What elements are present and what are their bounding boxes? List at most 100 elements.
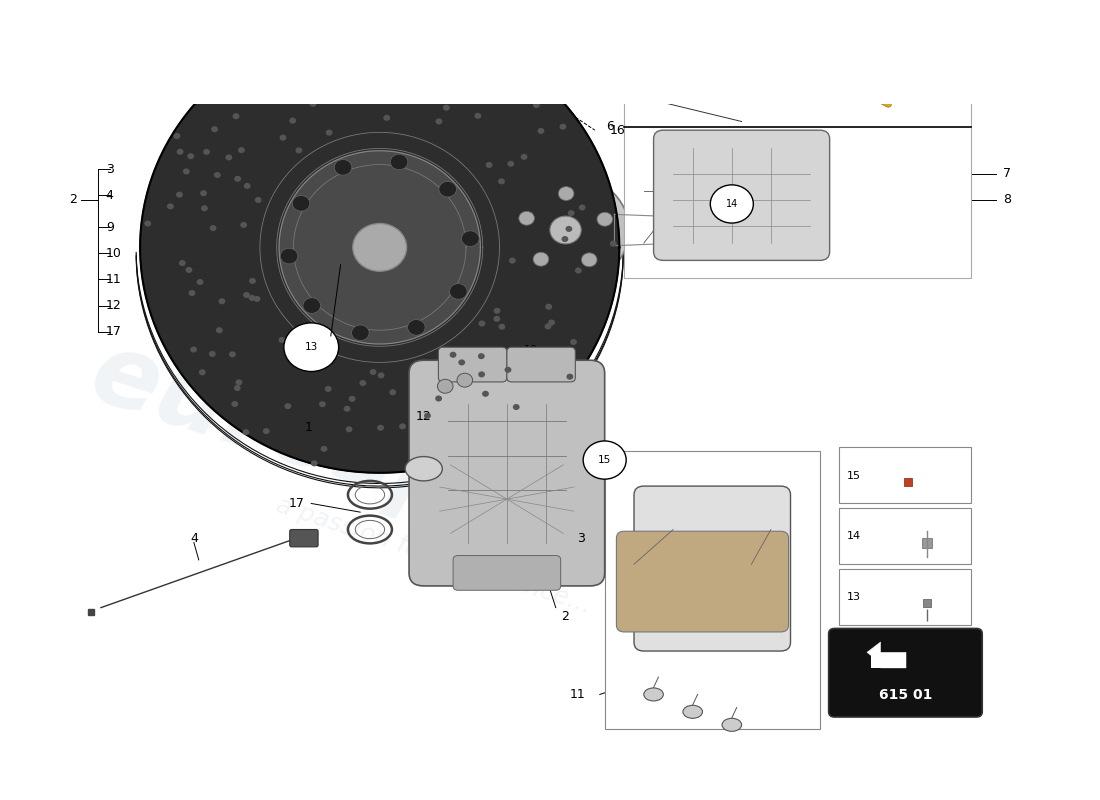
Ellipse shape bbox=[340, 96, 348, 102]
Ellipse shape bbox=[477, 353, 485, 359]
Text: 9: 9 bbox=[106, 221, 113, 234]
Ellipse shape bbox=[474, 113, 482, 119]
Circle shape bbox=[559, 186, 574, 201]
Text: 13: 13 bbox=[847, 592, 861, 602]
Ellipse shape bbox=[244, 183, 251, 189]
FancyBboxPatch shape bbox=[616, 531, 789, 632]
Ellipse shape bbox=[405, 457, 442, 481]
Text: 9: 9 bbox=[504, 351, 512, 361]
Ellipse shape bbox=[462, 231, 480, 246]
Ellipse shape bbox=[200, 190, 207, 196]
Ellipse shape bbox=[439, 182, 456, 197]
Ellipse shape bbox=[377, 372, 385, 378]
Ellipse shape bbox=[183, 169, 189, 174]
Ellipse shape bbox=[480, 62, 486, 68]
Ellipse shape bbox=[579, 205, 585, 210]
Ellipse shape bbox=[436, 395, 442, 402]
Ellipse shape bbox=[683, 706, 703, 718]
Ellipse shape bbox=[367, 65, 374, 71]
Ellipse shape bbox=[498, 178, 505, 185]
Ellipse shape bbox=[186, 267, 192, 273]
Ellipse shape bbox=[219, 298, 225, 304]
Ellipse shape bbox=[561, 236, 569, 242]
FancyBboxPatch shape bbox=[871, 654, 906, 668]
Ellipse shape bbox=[248, 86, 254, 93]
Ellipse shape bbox=[234, 176, 241, 182]
Polygon shape bbox=[615, 214, 683, 246]
FancyBboxPatch shape bbox=[624, 18, 971, 278]
Ellipse shape bbox=[238, 147, 245, 153]
Ellipse shape bbox=[232, 113, 240, 119]
Ellipse shape bbox=[494, 316, 501, 322]
Ellipse shape bbox=[377, 425, 384, 430]
Ellipse shape bbox=[229, 351, 235, 358]
Ellipse shape bbox=[319, 92, 327, 98]
FancyBboxPatch shape bbox=[507, 347, 575, 382]
Ellipse shape bbox=[320, 446, 328, 452]
Text: 7: 7 bbox=[1003, 167, 1011, 180]
Circle shape bbox=[519, 211, 535, 226]
Ellipse shape bbox=[360, 380, 366, 386]
Text: eurospares: eurospares bbox=[78, 325, 711, 613]
Ellipse shape bbox=[383, 114, 390, 121]
Text: 10: 10 bbox=[106, 247, 122, 260]
Ellipse shape bbox=[352, 325, 370, 341]
Ellipse shape bbox=[323, 65, 330, 71]
Text: 11: 11 bbox=[570, 688, 585, 701]
Ellipse shape bbox=[538, 128, 544, 134]
Ellipse shape bbox=[404, 68, 410, 74]
Ellipse shape bbox=[483, 70, 490, 76]
Ellipse shape bbox=[436, 118, 442, 125]
Ellipse shape bbox=[478, 321, 485, 326]
Ellipse shape bbox=[190, 346, 197, 353]
Text: 15: 15 bbox=[598, 455, 612, 465]
FancyBboxPatch shape bbox=[653, 130, 829, 260]
Ellipse shape bbox=[174, 133, 180, 139]
FancyBboxPatch shape bbox=[439, 347, 507, 382]
Ellipse shape bbox=[296, 147, 303, 154]
Text: 17: 17 bbox=[288, 497, 305, 510]
Ellipse shape bbox=[450, 284, 468, 299]
Ellipse shape bbox=[609, 241, 617, 246]
Ellipse shape bbox=[722, 718, 741, 731]
Ellipse shape bbox=[334, 159, 352, 175]
Ellipse shape bbox=[486, 162, 493, 168]
Ellipse shape bbox=[235, 379, 242, 386]
Ellipse shape bbox=[570, 339, 576, 345]
Ellipse shape bbox=[231, 401, 239, 407]
Ellipse shape bbox=[197, 279, 204, 285]
Ellipse shape bbox=[179, 260, 186, 266]
Text: 17: 17 bbox=[106, 325, 122, 338]
Ellipse shape bbox=[263, 428, 270, 434]
Ellipse shape bbox=[177, 149, 184, 155]
Ellipse shape bbox=[546, 304, 552, 310]
FancyBboxPatch shape bbox=[839, 447, 971, 503]
Ellipse shape bbox=[301, 33, 308, 39]
Ellipse shape bbox=[167, 203, 174, 210]
FancyBboxPatch shape bbox=[605, 451, 820, 729]
Ellipse shape bbox=[263, 80, 270, 86]
Ellipse shape bbox=[505, 366, 512, 373]
Text: 10: 10 bbox=[524, 345, 538, 355]
Text: 3: 3 bbox=[578, 532, 585, 545]
Ellipse shape bbox=[386, 89, 393, 94]
Circle shape bbox=[284, 323, 339, 371]
Ellipse shape bbox=[311, 460, 318, 466]
Ellipse shape bbox=[441, 75, 448, 81]
Text: 16: 16 bbox=[609, 124, 625, 137]
FancyBboxPatch shape bbox=[839, 508, 971, 564]
Ellipse shape bbox=[255, 197, 262, 203]
Ellipse shape bbox=[345, 426, 352, 432]
FancyBboxPatch shape bbox=[289, 530, 318, 547]
Ellipse shape bbox=[520, 154, 528, 160]
Ellipse shape bbox=[509, 258, 516, 264]
Ellipse shape bbox=[424, 413, 431, 418]
FancyBboxPatch shape bbox=[634, 486, 791, 651]
Circle shape bbox=[597, 212, 613, 226]
Text: 12: 12 bbox=[416, 410, 431, 423]
Text: 4: 4 bbox=[106, 189, 113, 202]
Text: a passion for parts since...: a passion for parts since... bbox=[273, 493, 594, 618]
FancyBboxPatch shape bbox=[453, 555, 561, 590]
Ellipse shape bbox=[532, 102, 540, 108]
Circle shape bbox=[583, 441, 626, 479]
